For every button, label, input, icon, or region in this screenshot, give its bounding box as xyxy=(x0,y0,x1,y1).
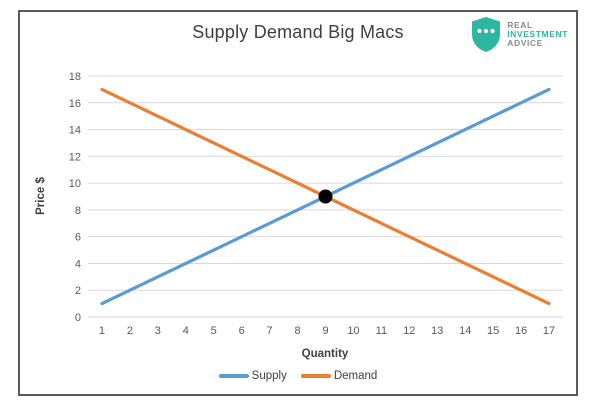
y-axis-title: Price $ xyxy=(35,177,47,215)
equilibrium-point xyxy=(318,189,333,204)
y-tick-label-10: 10 xyxy=(69,178,81,190)
y-tick-label-2: 2 xyxy=(75,285,81,297)
x-tick-label-12: 12 xyxy=(403,325,415,337)
x-tick-label-9: 9 xyxy=(322,325,328,337)
x-tick-label-8: 8 xyxy=(294,325,300,337)
y-tick-label-14: 14 xyxy=(69,125,81,137)
x-tick-label-14: 14 xyxy=(459,325,471,337)
x-tick-label-11: 11 xyxy=(376,325,387,337)
legend-label-demand: Demand xyxy=(333,370,378,382)
brand-wordmark: REAL INVESTMENT ADVICE xyxy=(507,21,568,48)
y-tick-label-18: 18 xyxy=(69,71,81,83)
x-tick-label-1: 1 xyxy=(99,325,105,337)
x-tick-label-7: 7 xyxy=(267,325,273,337)
chart-legend: Supply Demand xyxy=(20,370,576,382)
y-tick-label-6: 6 xyxy=(75,232,81,244)
x-tick-label-13: 13 xyxy=(431,325,443,337)
x-tick-label-17: 17 xyxy=(543,325,555,337)
brand-line-real: REAL xyxy=(507,20,533,30)
x-tick-label-10: 10 xyxy=(347,325,359,337)
y-tick-label-12: 12 xyxy=(69,151,81,163)
x-tick-label-16: 16 xyxy=(515,325,527,337)
brand-logo: REAL INVESTMENT ADVICE xyxy=(470,16,568,53)
x-tick-label-4: 4 xyxy=(183,325,189,337)
legend-swatch-demand xyxy=(300,374,331,378)
legend-label-supply: Supply xyxy=(251,370,287,382)
legend-item-demand: Demand xyxy=(300,370,378,382)
x-tick-label-5: 5 xyxy=(211,325,217,337)
y-tick-label-8: 8 xyxy=(75,205,81,217)
y-tick-label-0: 0 xyxy=(75,312,81,324)
y-tick-label-4: 4 xyxy=(75,258,81,270)
brand-line-investment: INVESTMENT xyxy=(507,29,568,39)
shield-icon xyxy=(472,17,501,52)
x-tick-label-15: 15 xyxy=(487,325,499,337)
x-tick-label-2: 2 xyxy=(127,325,133,337)
chart-title: Supply Demand Big Macs xyxy=(192,22,404,42)
legend-swatch-supply xyxy=(218,374,249,378)
x-tick-label-3: 3 xyxy=(155,325,161,337)
brand-line-advice: ADVICE xyxy=(507,38,543,48)
x-tick-labels: 1 2 3 4 5 6 7 8 9 10 11 12 13 14 15 16 17 xyxy=(99,325,555,337)
legend-item-supply: Supply xyxy=(218,370,287,382)
x-axis-title: Quantity xyxy=(302,348,349,360)
gridline-group xyxy=(88,75,563,318)
x-tick-label-6: 6 xyxy=(239,325,245,337)
chart-container: Supply Demand Big Macs REAL INVESTMENT A… xyxy=(18,10,578,396)
y-tick-labels: 0 2 4 6 8 10 12 14 16 18 xyxy=(69,71,81,324)
y-tick-label-16: 16 xyxy=(69,98,81,110)
annotation-group xyxy=(318,189,333,204)
